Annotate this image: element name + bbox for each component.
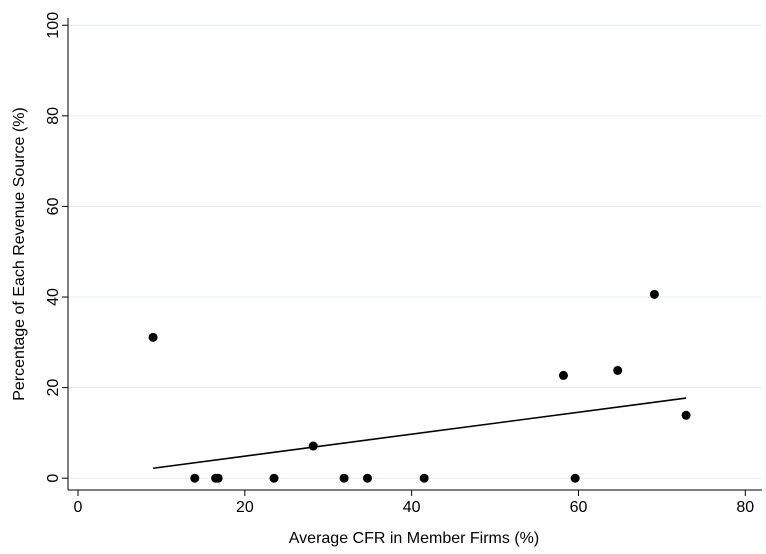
y-tick-label: 40 <box>45 288 62 306</box>
y-tick-label: 0 <box>45 474 62 483</box>
y-tick-label: 80 <box>45 107 62 125</box>
x-tick-label: 20 <box>236 499 254 516</box>
y-tick-label: 60 <box>45 197 62 215</box>
point <box>148 332 158 342</box>
point <box>362 473 372 483</box>
x-tick-label: 60 <box>570 499 588 516</box>
point <box>613 365 623 375</box>
point <box>558 370 568 380</box>
point <box>308 441 318 451</box>
y-tick-label: 100 <box>45 12 62 39</box>
x-tick-label: 0 <box>74 499 83 516</box>
y-tick-label: 20 <box>45 379 62 397</box>
x-tick-label: 80 <box>736 499 754 516</box>
point <box>339 473 349 483</box>
point <box>681 410 691 420</box>
point <box>570 473 580 483</box>
x-tick-label: 40 <box>403 499 421 516</box>
x-axis-title: Average CFR in Member Firms (%) <box>289 530 539 547</box>
point <box>190 473 200 483</box>
point <box>419 473 429 483</box>
point <box>213 473 223 483</box>
point <box>269 473 279 483</box>
fit-line <box>152 397 687 470</box>
y-axis-title: Percentage of Each Revenue Source (%) <box>11 107 28 401</box>
point <box>649 289 659 299</box>
